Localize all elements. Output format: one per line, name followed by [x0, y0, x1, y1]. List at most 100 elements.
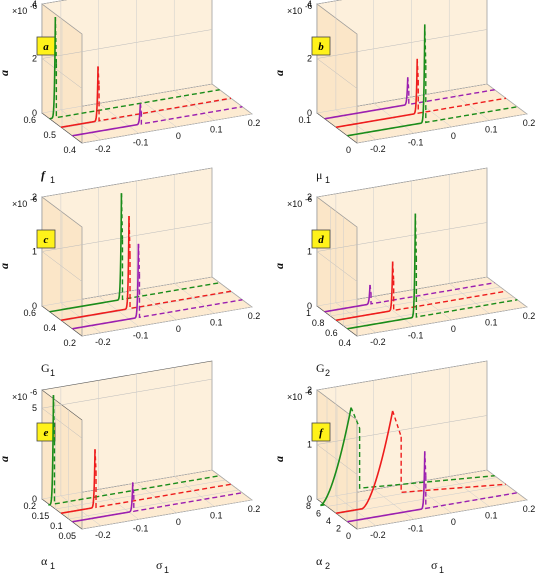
unstable-branch	[120, 193, 124, 240]
chart-panel-a: 024-0.2-0.100.10.20.60.50.4×10-6aσ1f1a	[0, 0, 260, 189]
depth-tick-label: 0.2	[23, 501, 36, 511]
depth-axis-label-subscript: 2	[325, 368, 330, 378]
x-tick-label: -0.1	[408, 137, 424, 147]
unstable-branch	[407, 77, 410, 91]
panel-tag-b: b	[311, 36, 331, 56]
x-tick-label: -0.2	[370, 144, 386, 154]
panel-tag-f: f	[311, 422, 331, 442]
z-axis-label: a	[0, 456, 11, 462]
depth-tick-label: 8	[306, 501, 311, 511]
depth-tick-label: 0.4	[63, 145, 76, 155]
unstable-branch	[128, 215, 131, 254]
panel-tag-a: a	[36, 36, 56, 56]
depth-tick-label: 0.8	[312, 318, 325, 328]
panel-tag-box	[36, 422, 56, 442]
series-2	[72, 482, 243, 523]
x-tick-label: -0.2	[95, 530, 111, 540]
chart-panel-d: 012-0.2-0.100.10.210.80.60.4×10-6aσ1G2d	[272, 167, 535, 382]
depth-axis-label: G	[316, 361, 325, 375]
stable-branch	[320, 407, 352, 507]
series-2	[347, 213, 518, 330]
series-1	[60, 66, 232, 129]
stable-branch	[60, 215, 130, 322]
lower-branch	[415, 257, 518, 318]
series-1	[60, 215, 232, 322]
depth-axis-label-subscript: 1	[50, 175, 55, 185]
series-0	[324, 77, 495, 120]
depth-tick-label: 0.15	[32, 511, 50, 521]
x-tick-label: 0	[451, 131, 456, 141]
panel-tag-letter: d	[318, 234, 324, 246]
depth-tick-label: 0	[346, 531, 351, 541]
unstable-branch	[416, 58, 419, 81]
chart-panel-c: 012-0.2-0.100.10.20.60.40.2×10-6aσ1G1c	[0, 167, 260, 382]
scale-multiplier: ×10	[12, 6, 27, 16]
x-tick-label: -0.1	[408, 523, 424, 533]
z-tick-label: 0	[307, 301, 312, 311]
scale-multiplier-exponent: -6	[30, 388, 38, 397]
stable-branch	[335, 410, 394, 515]
x-tick-label: 0	[176, 517, 181, 527]
depth-tick-label: 4	[326, 516, 331, 526]
x-tick-label: 0.2	[523, 504, 536, 514]
series-1	[335, 261, 507, 322]
unstable-branch	[350, 407, 361, 429]
depth-axis-label-subscript: 2	[325, 561, 330, 571]
lower-branch	[425, 65, 518, 124]
scale-multiplier-exponent: -6	[30, 2, 38, 11]
depth-axis-label: G	[41, 361, 50, 375]
x-tick-label: 0.2	[248, 504, 261, 514]
x-tick-label: 0.1	[485, 510, 498, 520]
z-tick-label: 4	[307, 0, 312, 9]
depth-gridline	[81, 227, 253, 337]
unstable-branch	[391, 261, 395, 281]
scale-multiplier: ×10	[12, 199, 27, 209]
unstable-branch	[52, 395, 56, 441]
panel-tag-letter: e	[44, 427, 49, 439]
unstable-branch	[137, 243, 141, 274]
x-tick-label: -0.1	[133, 330, 149, 340]
z-tick-label: 0	[307, 494, 312, 504]
z-tick-label: 2	[307, 385, 312, 395]
series-0	[48, 395, 220, 506]
x-tick-label: 0	[176, 324, 181, 334]
unstable-branch	[94, 449, 97, 471]
x-tick-label: -0.2	[95, 337, 111, 347]
series-1	[60, 449, 232, 515]
scale-multiplier-exponent: -6	[305, 195, 313, 204]
depth-axis-label: α	[41, 554, 48, 568]
stable-branch	[49, 193, 123, 313]
x-tick-label: 0.1	[210, 510, 223, 520]
z-axis-label: a	[0, 263, 11, 269]
panel-tag-letter: b	[318, 41, 324, 53]
x-axis-label: σ	[156, 558, 163, 572]
panel-tag-box	[36, 229, 56, 249]
z-tick-label: 4	[32, 0, 37, 9]
lower-branch	[370, 282, 495, 305]
scale-multiplier: ×10	[12, 392, 27, 402]
stable-branch	[60, 66, 99, 129]
z-tick-label: 5	[32, 403, 37, 413]
depth-gridline	[61, 212, 233, 322]
chart-panel-e: 05-0.2-0.100.10.20.20.150.10.05×10-6aσ1α…	[0, 360, 261, 575]
depth-gridline	[336, 405, 508, 515]
x-tick-label: -0.1	[133, 523, 149, 533]
stable-branch	[72, 482, 134, 523]
lower-branch	[53, 440, 220, 505]
series-0	[49, 193, 220, 313]
depth-tick-label: 0.1	[298, 115, 311, 125]
x-tick-label: 0	[451, 324, 456, 334]
z-tick-label: 1	[307, 440, 312, 450]
z-tick-label: 0	[307, 108, 312, 118]
series-1	[335, 410, 507, 515]
depth-axis-label-subscript: 1	[50, 561, 55, 571]
z-tick-label: 2	[32, 54, 37, 64]
depth-tick-label: 1	[306, 308, 311, 318]
depth-tick-label: 0.6	[23, 308, 36, 318]
panel-tag-d: d	[311, 229, 331, 249]
stable-branch	[324, 284, 371, 313]
x-tick-label: 0	[176, 131, 181, 141]
depth-gridline	[356, 34, 528, 144]
depth-gridline	[61, 19, 233, 129]
